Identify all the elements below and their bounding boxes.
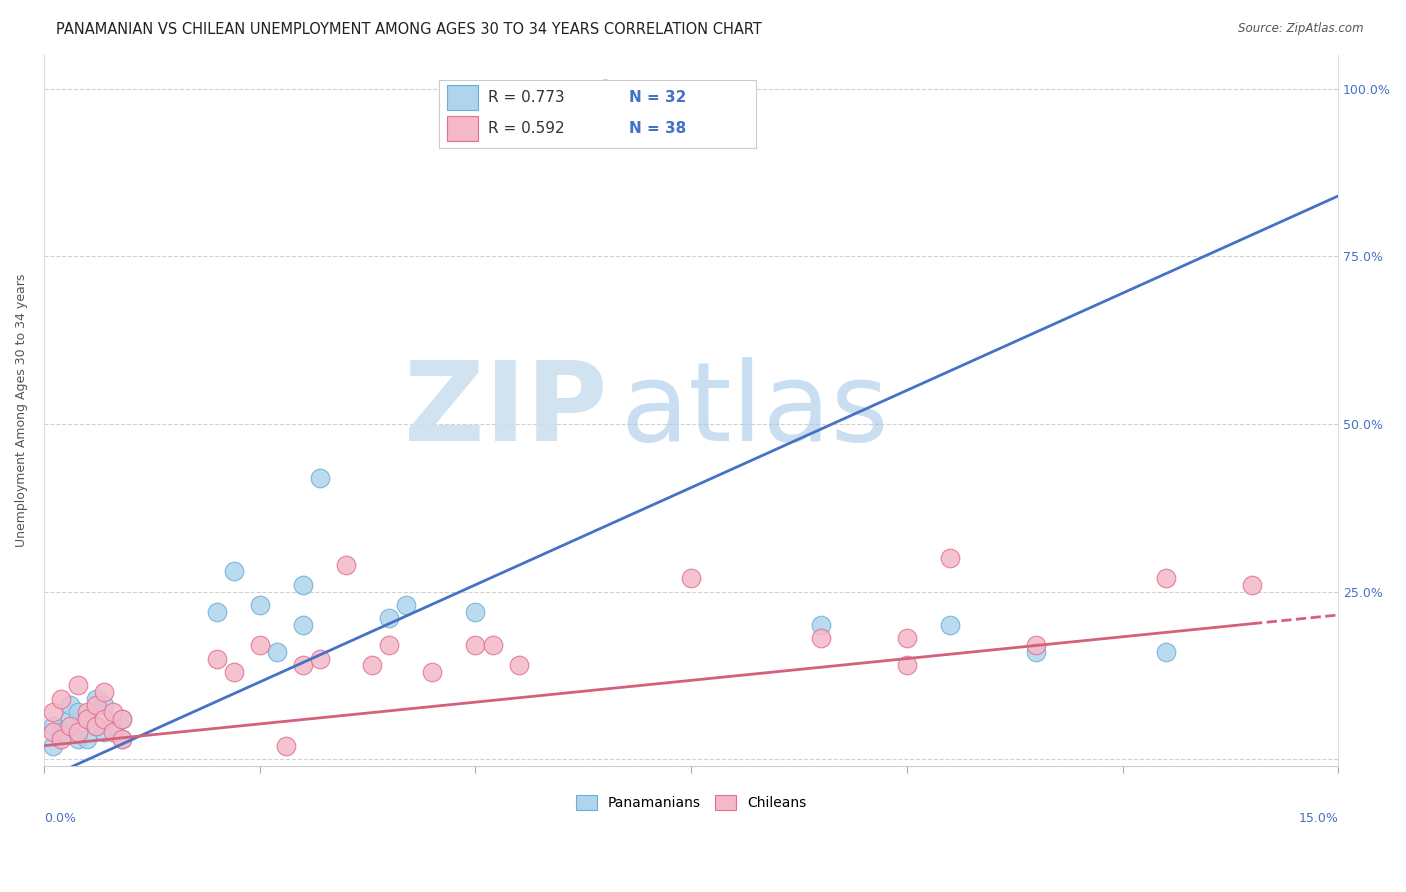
Point — [896, 632, 918, 646]
Point — [111, 712, 134, 726]
Point — [59, 718, 82, 732]
Point — [76, 712, 98, 726]
Point — [274, 739, 297, 753]
Y-axis label: Unemployment Among Ages 30 to 34 years: Unemployment Among Ages 30 to 34 years — [15, 274, 28, 547]
Point — [84, 718, 107, 732]
Point — [395, 598, 418, 612]
Point — [939, 618, 962, 632]
Point — [481, 638, 503, 652]
Point — [266, 645, 288, 659]
Point — [810, 618, 832, 632]
Point — [93, 698, 115, 713]
Text: 15.0%: 15.0% — [1298, 812, 1339, 825]
Point — [464, 605, 486, 619]
Point — [76, 705, 98, 719]
Point — [593, 81, 616, 95]
Point — [111, 731, 134, 746]
Point — [67, 705, 90, 719]
Point — [101, 718, 124, 732]
Point — [51, 731, 73, 746]
Point — [1154, 571, 1177, 585]
Point — [360, 658, 382, 673]
Point — [593, 81, 616, 95]
Point — [84, 698, 107, 713]
Point — [291, 618, 314, 632]
Point — [84, 718, 107, 732]
Point — [464, 638, 486, 652]
Point — [939, 551, 962, 566]
Point — [51, 725, 73, 739]
Point — [41, 718, 63, 732]
Text: 0.0%: 0.0% — [44, 812, 76, 825]
Point — [291, 578, 314, 592]
Point — [1240, 578, 1263, 592]
Point — [76, 712, 98, 726]
Text: PANAMANIAN VS CHILEAN UNEMPLOYMENT AMONG AGES 30 TO 34 YEARS CORRELATION CHART: PANAMANIAN VS CHILEAN UNEMPLOYMENT AMONG… — [56, 22, 762, 37]
Point — [896, 658, 918, 673]
Point — [1025, 645, 1047, 659]
Point — [41, 725, 63, 739]
Point — [205, 605, 228, 619]
Text: atlas: atlas — [620, 357, 889, 464]
Point — [335, 558, 357, 572]
Point — [84, 691, 107, 706]
Point — [378, 638, 401, 652]
Point — [67, 725, 90, 739]
Point — [67, 731, 90, 746]
Point — [93, 725, 115, 739]
Text: Source: ZipAtlas.com: Source: ZipAtlas.com — [1239, 22, 1364, 36]
Point — [93, 685, 115, 699]
Point — [41, 705, 63, 719]
Text: ZIP: ZIP — [404, 357, 607, 464]
Point — [1154, 645, 1177, 659]
Point — [420, 665, 443, 679]
Point — [205, 651, 228, 665]
Point — [222, 665, 245, 679]
Point — [59, 698, 82, 713]
Point — [59, 712, 82, 726]
Point — [249, 638, 271, 652]
Point — [222, 565, 245, 579]
Point — [1025, 638, 1047, 652]
Point — [291, 658, 314, 673]
Point — [101, 705, 124, 719]
Point — [51, 691, 73, 706]
Point — [67, 678, 90, 692]
Point — [378, 611, 401, 625]
Point — [309, 470, 332, 484]
Point — [111, 712, 134, 726]
Legend: Panamanians, Chileans: Panamanians, Chileans — [571, 789, 811, 816]
Point — [101, 725, 124, 739]
Point — [76, 731, 98, 746]
Point — [249, 598, 271, 612]
Point — [681, 571, 703, 585]
Point — [111, 731, 134, 746]
Point — [93, 712, 115, 726]
Point — [810, 632, 832, 646]
Point — [41, 739, 63, 753]
Point — [508, 658, 530, 673]
Point — [309, 651, 332, 665]
